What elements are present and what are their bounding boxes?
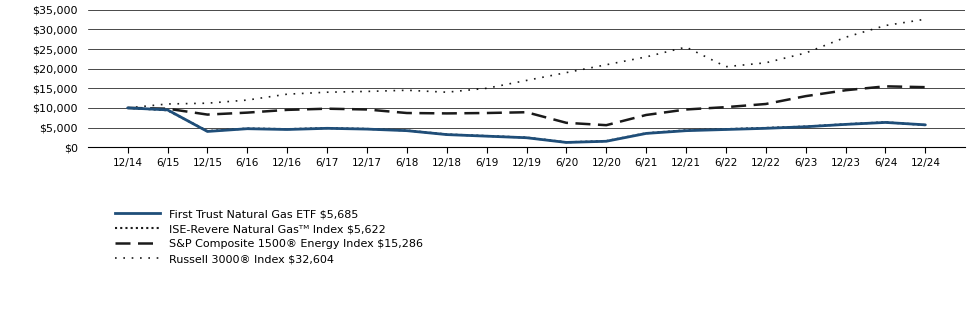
Legend: First Trust Natural Gas ETF $5,685, ISE-Revere Natural Gasᵀᴹ Index $5,622, S&P C: First Trust Natural Gas ETF $5,685, ISE-…	[111, 205, 427, 269]
